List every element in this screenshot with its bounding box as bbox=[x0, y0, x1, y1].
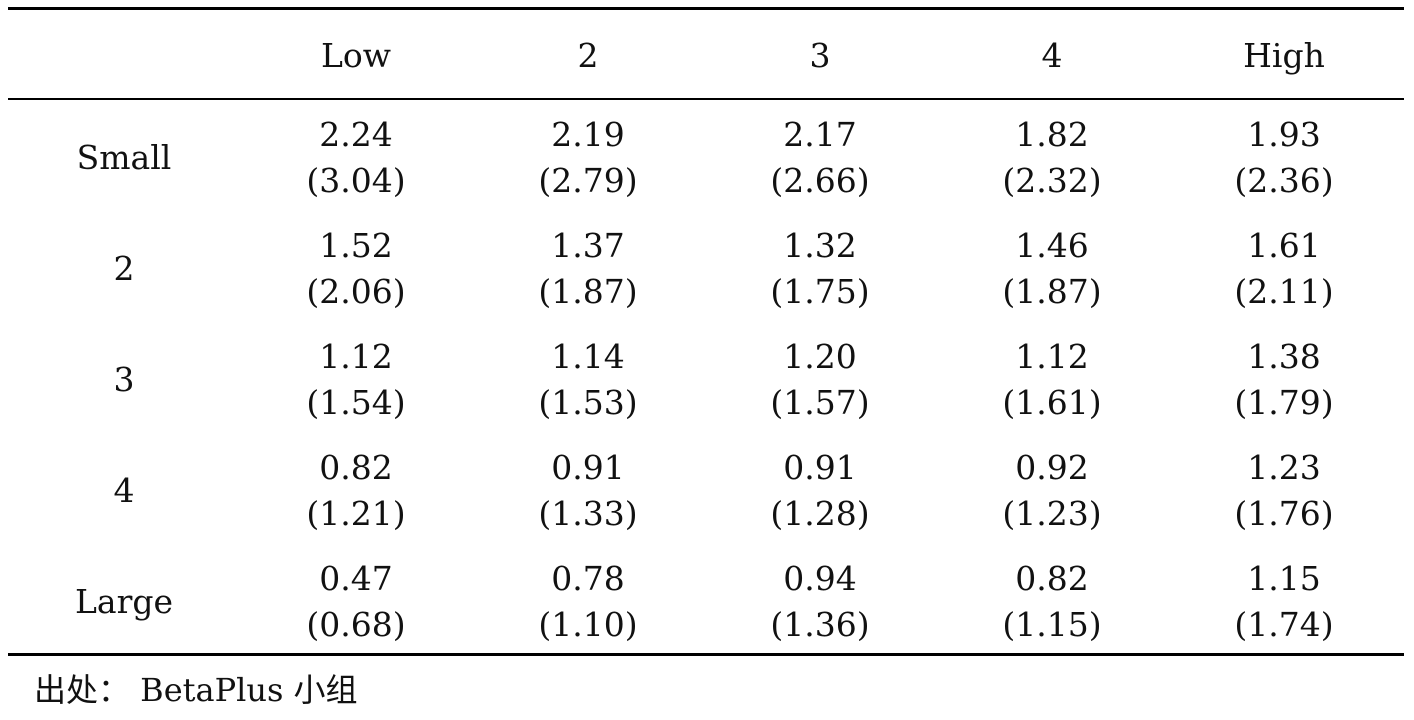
table-cell: 0.78 (1.10) bbox=[472, 556, 704, 648]
cell-tstat: (2.32) bbox=[1002, 161, 1102, 200]
cell-tstat: (1.76) bbox=[1234, 494, 1334, 533]
table-cell: 1.20 (1.57) bbox=[704, 334, 936, 426]
cell-value: 1.14 bbox=[551, 337, 625, 376]
cell-value: 0.82 bbox=[1015, 559, 1089, 598]
table-row: Large 0.47 (0.68) 0.78 (1.10) 0.94 (1.36) 0… bbox=[8, 556, 1404, 656]
cell-tstat: (2.66) bbox=[770, 161, 870, 200]
row-label: 3 bbox=[113, 360, 135, 399]
cell-value: 1.82 bbox=[1015, 115, 1089, 154]
source-note: 出处： BetaPlus 小组 bbox=[34, 671, 358, 709]
table-cell: 1.61 (2.11) bbox=[1168, 223, 1400, 315]
cell-value: 1.12 bbox=[319, 337, 393, 376]
column-header-4: 4 bbox=[1041, 36, 1063, 75]
cell-value: 1.15 bbox=[1247, 559, 1321, 598]
cell-value: 1.20 bbox=[783, 337, 857, 376]
cell-value: 0.91 bbox=[783, 448, 857, 487]
table-cell: 1.37 (1.87) bbox=[472, 223, 704, 315]
cell-tstat: (2.36) bbox=[1234, 161, 1334, 200]
cell-value: 1.12 bbox=[1015, 337, 1089, 376]
cell-tstat: (1.79) bbox=[1234, 383, 1334, 422]
table-row: Small 2.24 (3.04) 2.19 (2.79) 2.17 (2.66) 1… bbox=[8, 112, 1404, 212]
column-header-low: Low bbox=[320, 36, 392, 75]
cell-tstat: (1.21) bbox=[306, 494, 406, 533]
table-cell: 0.91 (1.33) bbox=[472, 445, 704, 537]
cell-value: 0.92 bbox=[1015, 448, 1089, 487]
cell-value: 0.82 bbox=[319, 448, 393, 487]
cell-tstat: (1.75) bbox=[770, 272, 870, 311]
table-cell: 1.14 (1.53) bbox=[472, 334, 704, 426]
row-label: 4 bbox=[113, 471, 135, 510]
cell-value: 1.46 bbox=[1015, 226, 1089, 265]
row-label: Small bbox=[76, 138, 172, 177]
cell-tstat: (1.23) bbox=[1002, 494, 1102, 533]
cell-value: 1.93 bbox=[1247, 115, 1321, 154]
cell-value: 0.91 bbox=[551, 448, 625, 487]
table-cell: 0.47 (0.68) bbox=[240, 556, 472, 648]
cell-value: 1.52 bbox=[319, 226, 393, 265]
cell-tstat: (1.15) bbox=[1002, 605, 1102, 644]
cell-tstat: (1.53) bbox=[538, 383, 638, 422]
cell-tstat: (2.11) bbox=[1234, 272, 1334, 311]
table-cell: 1.12 (1.61) bbox=[936, 334, 1168, 426]
table-cell: 1.82 (2.32) bbox=[936, 112, 1168, 204]
cell-tstat: (2.79) bbox=[538, 161, 638, 200]
table-cell: 2.24 (3.04) bbox=[240, 112, 472, 204]
cell-tstat: (1.36) bbox=[770, 605, 870, 644]
table-row: 2 1.52 (2.06) 1.37 (1.87) 1.32 (1.75) 1.46 (… bbox=[8, 223, 1404, 323]
cell-value: 0.47 bbox=[319, 559, 393, 598]
row-label: 2 bbox=[113, 249, 135, 288]
cell-tstat: (3.04) bbox=[306, 161, 406, 200]
table-cell: 0.91 (1.28) bbox=[704, 445, 936, 537]
table-top-rule bbox=[8, 7, 1404, 10]
table-cell: 1.93 (2.36) bbox=[1168, 112, 1400, 204]
cell-value: 1.38 bbox=[1247, 337, 1321, 376]
table-row: 3 1.12 (1.54) 1.14 (1.53) 1.20 (1.57) 1.12 (… bbox=[8, 334, 1404, 434]
cell-tstat: (1.87) bbox=[1002, 272, 1102, 311]
column-header-2: 2 bbox=[577, 36, 599, 75]
table-cell: 2.17 (2.66) bbox=[704, 112, 936, 204]
table-cell: 1.46 (1.87) bbox=[936, 223, 1168, 315]
table-cell: 0.82 (1.15) bbox=[936, 556, 1168, 648]
table-header-row: Low 2 3 4 High bbox=[8, 30, 1404, 82]
table-cell: 0.92 (1.23) bbox=[936, 445, 1168, 537]
table-cell: 1.32 (1.75) bbox=[704, 223, 936, 315]
cell-value: 2.19 bbox=[551, 115, 625, 154]
cell-value: 1.32 bbox=[783, 226, 857, 265]
cell-value: 2.17 bbox=[783, 115, 857, 154]
table-cell: 0.82 (1.21) bbox=[240, 445, 472, 537]
table-cell: 2.19 (2.79) bbox=[472, 112, 704, 204]
cell-tstat: (1.57) bbox=[770, 383, 870, 422]
table-cell: 1.38 (1.79) bbox=[1168, 334, 1400, 426]
cell-tstat: (1.28) bbox=[770, 494, 870, 533]
cell-tstat: (1.33) bbox=[538, 494, 638, 533]
cell-tstat: (0.68) bbox=[306, 605, 406, 644]
cell-value: 0.94 bbox=[783, 559, 857, 598]
table-cell: 1.52 (2.06) bbox=[240, 223, 472, 315]
table-cell: 1.12 (1.54) bbox=[240, 334, 472, 426]
cell-tstat: (1.61) bbox=[1002, 383, 1102, 422]
table-cell: 1.15 (1.74) bbox=[1168, 556, 1400, 648]
column-header-high: High bbox=[1243, 36, 1325, 75]
table-header-rule bbox=[8, 98, 1404, 100]
cell-value: 1.61 bbox=[1247, 226, 1321, 265]
cell-tstat: (1.54) bbox=[306, 383, 406, 422]
row-label: Large bbox=[74, 582, 174, 621]
cell-tstat: (1.87) bbox=[538, 272, 638, 311]
cell-value: 1.23 bbox=[1247, 448, 1321, 487]
column-header-3: 3 bbox=[809, 36, 831, 75]
cell-value: 0.78 bbox=[551, 559, 625, 598]
table-bottom-rule bbox=[8, 653, 1404, 656]
cell-value: 2.24 bbox=[319, 115, 393, 154]
cell-tstat: (1.10) bbox=[538, 605, 638, 644]
table-cell: 0.94 (1.36) bbox=[704, 556, 936, 648]
cell-tstat: (2.06) bbox=[306, 272, 406, 311]
cell-tstat: (1.74) bbox=[1234, 605, 1334, 644]
cell-value: 1.37 bbox=[551, 226, 625, 265]
table-cell: 1.23 (1.76) bbox=[1168, 445, 1400, 537]
table-row: 4 0.82 (1.21) 0.91 (1.33) 0.91 (1.28) 0.92 (… bbox=[8, 445, 1404, 545]
